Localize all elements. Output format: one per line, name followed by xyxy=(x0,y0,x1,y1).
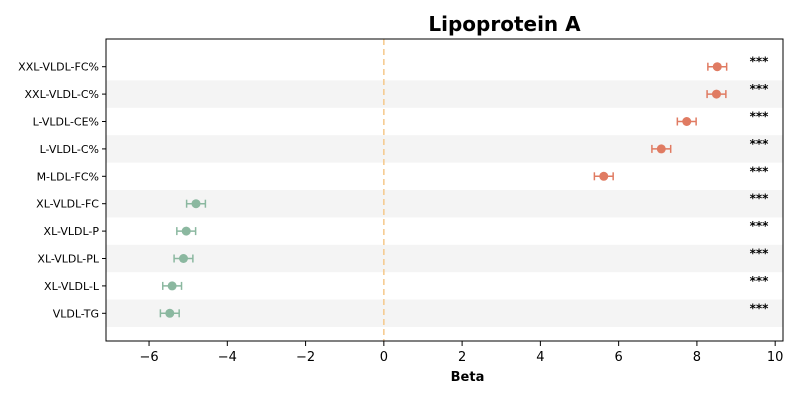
data-points xyxy=(159,62,728,318)
row-band xyxy=(106,80,783,108)
y-tick-label: XL-VLDL-P xyxy=(44,225,100,238)
y-tick-label: XXL-VLDL-FC% xyxy=(18,61,99,74)
y-tick-label: L-VLDL-CE% xyxy=(33,116,99,129)
row-band xyxy=(106,135,783,163)
significance-label: *** xyxy=(750,192,770,206)
chart-title: Lipoprotein A xyxy=(428,12,581,36)
y-tick-label: VLDL-TG xyxy=(53,307,99,320)
significance-label: *** xyxy=(750,137,770,151)
data-point xyxy=(656,144,666,154)
data-point xyxy=(712,62,722,72)
significance-label: *** xyxy=(750,301,770,315)
y-tick-label: M-LDL-FC% xyxy=(37,170,99,183)
significance-label: *** xyxy=(750,55,770,69)
data-point-group xyxy=(185,199,207,209)
row-bands xyxy=(106,80,783,327)
x-tick-label: −6 xyxy=(139,350,158,365)
x-tick-label: 8 xyxy=(693,350,701,365)
plot-area-frame xyxy=(105,38,784,342)
significance-label: *** xyxy=(750,164,770,178)
y-tick-label: XL-VLDL-FC xyxy=(36,198,99,211)
x-tick-label: 10 xyxy=(767,350,784,365)
data-point-group xyxy=(161,281,183,291)
data-point xyxy=(682,117,692,126)
data-point xyxy=(181,226,191,236)
data-point-group xyxy=(176,226,197,236)
x-axis: −6 −4 −2 0 2 4 6 8 10 xyxy=(139,341,783,365)
data-point-group xyxy=(676,117,697,126)
data-point-group xyxy=(173,254,194,263)
x-tick-label: −2 xyxy=(296,350,315,365)
significance-label: *** xyxy=(750,82,770,96)
significance-label: *** xyxy=(750,219,770,233)
data-point xyxy=(599,171,609,181)
data-point xyxy=(191,199,201,209)
row-band xyxy=(106,299,783,327)
data-point xyxy=(165,308,175,318)
x-tick-label: 4 xyxy=(536,350,544,365)
row-band xyxy=(106,244,783,273)
x-tick-label: 2 xyxy=(458,350,466,365)
row-band xyxy=(106,190,783,218)
y-tick-label: L-VLDL-C% xyxy=(40,143,99,156)
significance-label: *** xyxy=(750,274,770,288)
data-point-group xyxy=(651,144,672,154)
x-axis-label: Beta xyxy=(451,370,485,385)
x-tick-label: 0 xyxy=(380,350,388,365)
significance-label: *** xyxy=(750,247,770,261)
x-tick-label: 6 xyxy=(615,350,623,365)
y-tick-label: XXL-VLDL-C% xyxy=(25,88,100,101)
data-point xyxy=(167,281,177,291)
y-tick-label: XL-VLDL-L xyxy=(44,280,100,293)
significance-label: *** xyxy=(750,110,770,124)
y-axis: XXL-VLDL-FC% XXL-VLDL-C% L-VLDL-CE% L-VLDL-… xyxy=(18,61,106,320)
y-tick-label: XL-VLDL-PL xyxy=(37,253,99,266)
data-point-group xyxy=(707,62,728,72)
data-point-group xyxy=(593,171,614,181)
data-point xyxy=(178,254,188,263)
data-point xyxy=(711,89,721,99)
significance-labels: *** *** *** *** *** *** *** *** *** *** xyxy=(750,55,770,316)
x-tick-label: −4 xyxy=(218,350,237,365)
data-point-group xyxy=(706,89,727,99)
data-point-group xyxy=(159,308,180,318)
